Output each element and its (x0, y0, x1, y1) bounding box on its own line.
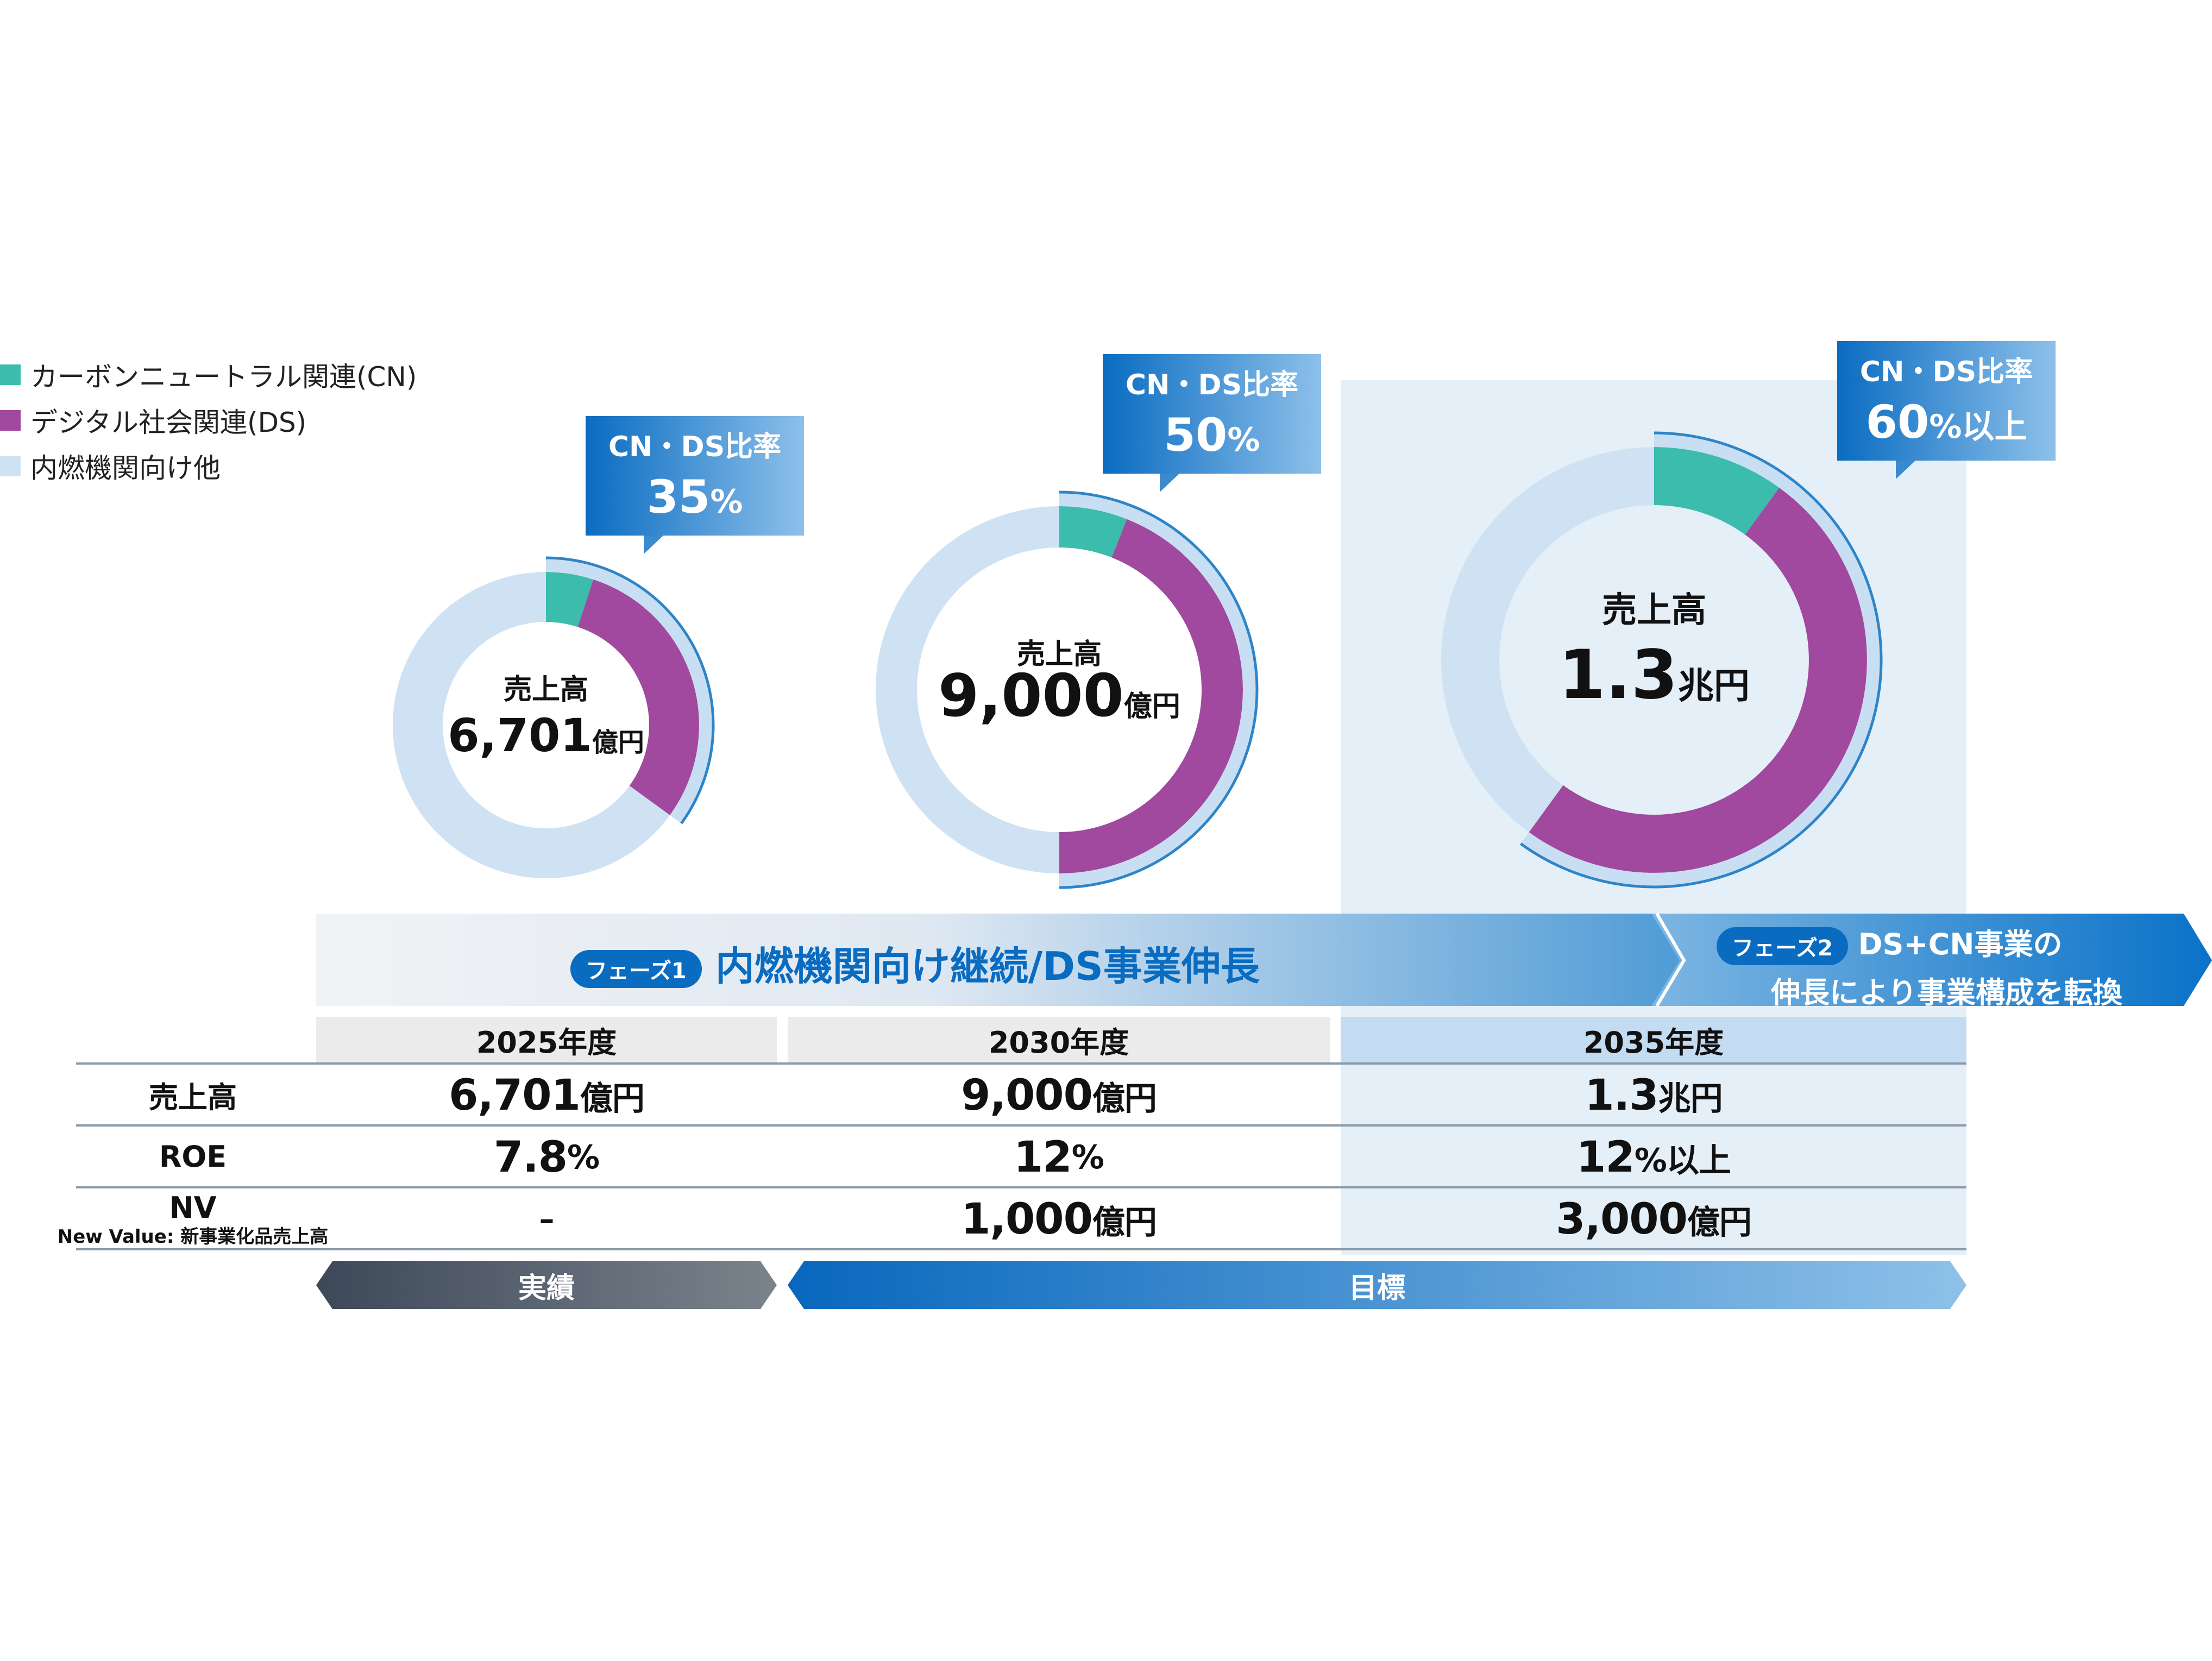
callout2-box (1103, 354, 1321, 474)
callout3-value: 60%以上 (1865, 395, 2027, 449)
donut3-center-label: 売上高 (1602, 590, 1706, 631)
donut1-slice-ds (577, 579, 699, 815)
donut1-center-label: 売上高 (504, 674, 588, 706)
callout2-value: 50% (1164, 408, 1260, 462)
donut1-center-value: 6,701億円 (448, 709, 644, 762)
donut1-ratio-band (546, 559, 712, 823)
callout3-tip (1896, 461, 1915, 479)
donut1-slice-cn (546, 572, 594, 627)
donut1-ratio-arc (545, 556, 715, 825)
donut3-center-value: 1.3兆円 (1559, 636, 1750, 714)
legend-label-ds: デジタル社会関連(DS) (30, 407, 307, 438)
callout1-tip (644, 536, 663, 554)
legend-item-ds: デジタル社会関連(DS) (0, 398, 417, 443)
callout1-box (586, 416, 804, 536)
donut2-slice-cn (1059, 506, 1127, 558)
callout1-value: 35% (646, 470, 743, 524)
legend-item-ice: 内燃機関向け他 (0, 443, 417, 489)
legend-label-cn: カーボンニュートラル関連(CN) (30, 361, 417, 393)
callout3-title: CN・DS比率 (1860, 356, 2033, 388)
phase2-banner (1651, 914, 2212, 1006)
legend-swatch-ice (0, 456, 21, 476)
legend-item-cn: カーボンニュートラル関連(CN) (0, 352, 417, 398)
callout2-tip (1160, 474, 1179, 492)
footer-actual-arrow (316, 1261, 777, 1309)
legend-label-ice: 内燃機関向け他 (30, 452, 221, 484)
donut1-slice-ice (393, 572, 670, 878)
donut2-center-label: 売上高 (1017, 638, 1102, 671)
legend: カーボンニュートラル関連(CN) デジタル社会関連(DS) 内燃機関向け他 (0, 352, 417, 489)
year-header-bg-2030 (788, 1017, 1330, 1062)
donut2-slice-ice (876, 506, 1059, 873)
legend-swatch-ds (0, 410, 21, 431)
callout1-title: CN・DS比率 (608, 431, 781, 463)
phase1-banner (316, 914, 1684, 1006)
callout3-box (1837, 341, 2056, 461)
phase-divider-chevron (1655, 913, 1686, 1007)
year-header-bg-2025 (316, 1017, 777, 1062)
donut3-slice-ds (1529, 487, 1867, 873)
footer-target-arrow (788, 1261, 1966, 1309)
year-header-bg-2035 (1341, 1017, 1966, 1062)
donut3-ratio-arc (1519, 431, 1883, 889)
legend-swatch-cn (0, 364, 21, 385)
donut2-ratio-arc (1059, 490, 1259, 889)
callout2-title: CN・DS比率 (1126, 369, 1298, 401)
donut3-slice-ice (1441, 447, 1654, 833)
donut2-center-value: 9,000億円 (938, 662, 1180, 730)
donut3-slice-cn (1654, 447, 1780, 535)
donut2-slice-ds (1059, 519, 1243, 873)
